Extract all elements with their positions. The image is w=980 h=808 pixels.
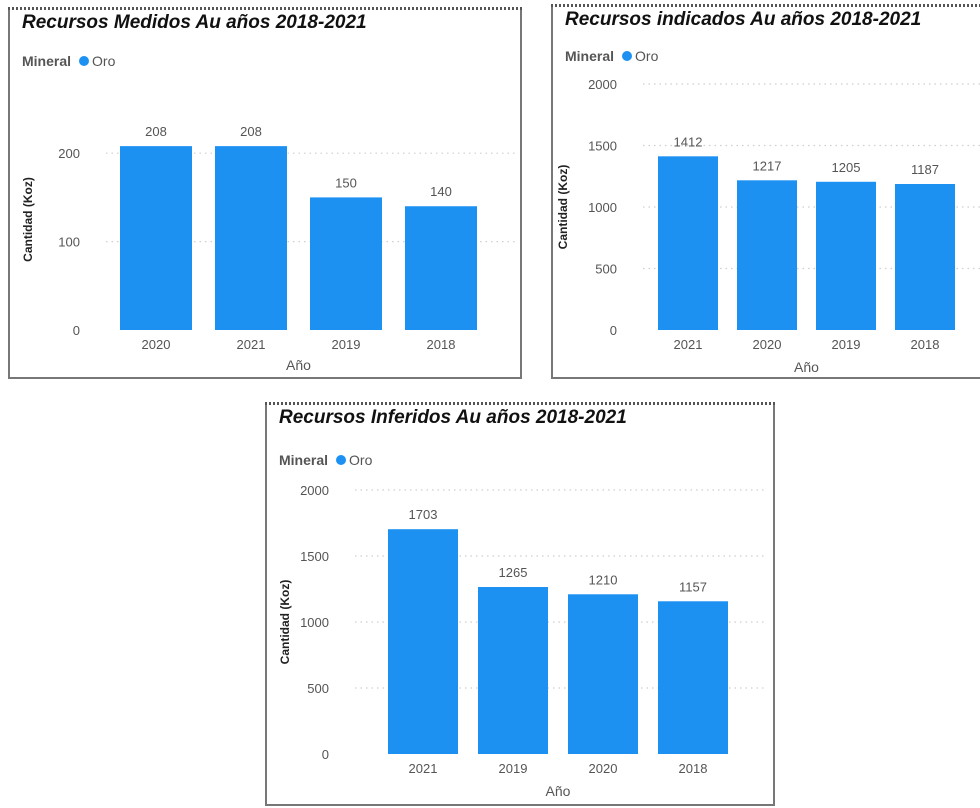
y-axis-title: Cantidad (Koz) xyxy=(556,165,570,250)
y-tick-label: 2000 xyxy=(588,77,617,92)
legend: Mineral Oro xyxy=(565,48,658,64)
legend: Mineral Oro xyxy=(22,53,115,69)
y-tick-label: 1500 xyxy=(300,549,329,564)
legend-item-oro: Oro xyxy=(635,48,659,64)
x-tick-label: 2020 xyxy=(589,761,618,776)
chart-title: Recursos indicados Au años 2018-2021 xyxy=(565,9,922,30)
y-tick-label: 2000 xyxy=(300,483,329,498)
y-tick-label: 0 xyxy=(322,747,329,762)
bar-2019 xyxy=(478,587,548,754)
x-tick-label: 2021 xyxy=(674,337,703,352)
bar-2020 xyxy=(568,594,638,754)
legend-item-oro: Oro xyxy=(349,452,373,468)
bar-2021 xyxy=(658,156,718,330)
legend-title: Mineral xyxy=(22,53,72,69)
x-axis-title: Año xyxy=(286,357,311,373)
bar-2019 xyxy=(310,197,382,330)
y-tick-label: 0 xyxy=(73,323,80,338)
chart-panel-inferidos: Recursos Inferidos Au años 2018-2021 Min… xyxy=(265,402,775,806)
y-tick-label: 1500 xyxy=(588,139,617,154)
data-label: 208 xyxy=(240,124,262,139)
x-tick-label: 2019 xyxy=(332,337,361,352)
y-tick-label: 500 xyxy=(307,681,329,696)
bar-2018 xyxy=(895,183,955,330)
data-label: 1210 xyxy=(589,572,618,587)
data-label: 140 xyxy=(430,184,452,199)
legend: Mineral Oro xyxy=(279,452,372,468)
bar-2020 xyxy=(737,180,797,330)
data-label: 1703 xyxy=(409,507,438,522)
legend-marker-icon xyxy=(336,455,347,465)
bar-2019 xyxy=(816,181,876,330)
bar-chart-medidos: 0 100 200 208 2020 208 2021 150 2019 140 2018 Año Ca… xyxy=(21,124,516,373)
x-tick-label: 2018 xyxy=(679,761,708,776)
y-axis-title: Cantidad (Koz) xyxy=(278,580,292,665)
bar-2018 xyxy=(405,206,477,330)
y-tick-label: 100 xyxy=(58,235,80,250)
data-label: 150 xyxy=(335,175,357,190)
x-tick-label: 2019 xyxy=(832,337,861,352)
bar-2021 xyxy=(388,529,458,754)
bar-chart-inferidos: 0 500 1000 1500 2000 1703 2021 1265 2019 1210 2020… xyxy=(278,483,767,799)
data-label: 1412 xyxy=(674,134,703,149)
chart-title: Recursos Medidos Au años 2018-2021 xyxy=(22,12,367,33)
y-tick-label: 1000 xyxy=(588,200,617,215)
legend-marker-icon xyxy=(622,51,633,61)
y-tick-label: 200 xyxy=(58,146,80,161)
x-tick-label: 2018 xyxy=(911,337,940,352)
x-tick-label: 2021 xyxy=(237,337,266,352)
x-axis-title: Año xyxy=(546,783,571,799)
bar-2021 xyxy=(215,146,287,330)
x-axis-title: Año xyxy=(794,359,819,375)
x-tick-label: 2020 xyxy=(753,337,782,352)
chart-title: Recursos Inferidos Au años 2018-2021 xyxy=(279,407,627,428)
x-tick-label: 2018 xyxy=(427,337,456,352)
data-label: 208 xyxy=(145,124,167,139)
x-tick-label: 2020 xyxy=(142,337,171,352)
x-tick-label: 2021 xyxy=(409,761,438,776)
bar-2020 xyxy=(120,146,192,330)
bar-chart-indicados: 0 500 1000 1500 2000 1412 2021 1217 2020 1205 2019… xyxy=(556,77,980,375)
bar-2018 xyxy=(658,601,728,754)
x-tick-label: 2019 xyxy=(499,761,528,776)
legend-title: Mineral xyxy=(279,452,329,468)
chart-panel-medidos: Recursos Medidos Au años 2018-2021 Miner… xyxy=(8,7,522,379)
chart-panel-indicados: Recursos indicados Au años 2018-2021 Min… xyxy=(551,4,980,379)
y-axis-title: Cantidad (Koz) xyxy=(21,177,35,262)
y-tick-label: 500 xyxy=(595,262,617,277)
legend-marker-icon xyxy=(79,56,90,66)
legend-title: Mineral xyxy=(565,48,615,64)
data-label: 1265 xyxy=(499,565,528,580)
data-label: 1217 xyxy=(753,158,782,173)
y-tick-label: 1000 xyxy=(300,615,329,630)
data-label: 1187 xyxy=(911,162,939,177)
y-tick-label: 0 xyxy=(610,323,617,338)
legend-item-oro: Oro xyxy=(92,53,116,69)
data-label: 1157 xyxy=(679,579,707,594)
data-label: 1205 xyxy=(832,160,861,175)
